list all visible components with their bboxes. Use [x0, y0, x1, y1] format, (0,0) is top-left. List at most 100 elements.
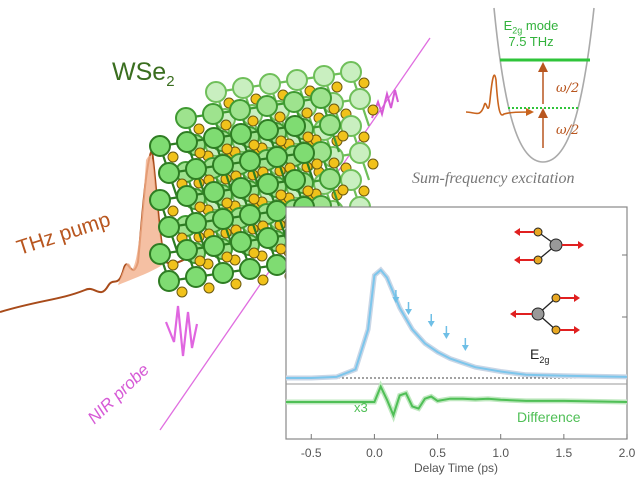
mode-frequency-label: 7.5 THz: [508, 34, 554, 49]
se-atom: [367, 104, 379, 116]
se-atom: [194, 147, 206, 159]
se-atom: [257, 274, 269, 286]
w-atom: [266, 146, 288, 168]
se-atom: [167, 151, 179, 163]
se-atom: [221, 197, 233, 209]
w-atom: [257, 119, 279, 141]
se-atom: [221, 143, 233, 155]
axis-ticks: [310, 254, 628, 439]
se-atom: [221, 251, 233, 263]
w-atom: [202, 103, 224, 125]
w-atom: [284, 115, 306, 137]
w-atom: [232, 77, 254, 99]
se-atom: [193, 123, 205, 135]
marker-arrowhead: [442, 333, 450, 339]
potential-parabola: [493, 7, 595, 163]
se-atom: [167, 205, 179, 217]
w-atom: [212, 208, 234, 230]
w-atom: [340, 169, 362, 191]
nir-pulse-lower: [164, 305, 199, 357]
se-atom: [275, 243, 287, 255]
w-atom: [149, 243, 171, 265]
material-label: WSe2: [112, 58, 175, 90]
x-axis-label: Delay Time (ps): [413, 461, 499, 475]
w-atom: [158, 216, 180, 238]
w-atom: [257, 227, 279, 249]
inset-thz-pulse: [465, 74, 533, 116]
transient-line: [286, 268, 628, 379]
w-atom: [158, 162, 180, 184]
half-frequency-lower: ω/2: [556, 123, 580, 138]
w-atom: [340, 115, 362, 137]
mode-sketch-label: E2g: [530, 346, 550, 365]
w-atom: [230, 123, 252, 145]
sum-frequency-caption: Sum-frequency excitation: [412, 170, 575, 187]
w-atom: [313, 65, 335, 87]
se-atom: [337, 130, 349, 142]
se-atom: [358, 131, 370, 143]
w-atom: [349, 88, 371, 110]
w-atom: [203, 181, 225, 203]
se-atom: [302, 131, 314, 143]
marker-arrowhead: [405, 309, 413, 315]
w-atom: [158, 270, 180, 292]
se-atom: [274, 111, 286, 123]
half-frequency-upper: ω/2: [556, 81, 580, 96]
w-atom: [293, 142, 315, 164]
se-atom: [275, 135, 287, 147]
w-atom: [185, 266, 207, 288]
w-atom: [185, 158, 207, 180]
w-atom: [283, 91, 305, 113]
se-atom: [358, 185, 370, 197]
w-atom: [257, 173, 279, 195]
inset-pulse-arrowhead: [526, 108, 534, 116]
se-atom: [247, 115, 259, 127]
se-atom: [328, 103, 340, 115]
w-atom: [239, 204, 261, 226]
w-atom: [256, 95, 278, 117]
w-atom: [229, 99, 251, 121]
difference-line: [286, 384, 628, 419]
energy-diagram: [465, 7, 595, 163]
se-atom: [230, 278, 242, 290]
se-atom: [167, 259, 179, 271]
w-atom: [212, 154, 234, 176]
w-atom: [203, 235, 225, 257]
se-atom: [358, 77, 370, 89]
arrow-upper-head: [538, 62, 548, 72]
se-atom: [248, 193, 260, 205]
w-atom: [205, 81, 227, 103]
w-atom: [239, 150, 261, 172]
w-atom: [176, 239, 198, 261]
w-atom: [284, 169, 306, 191]
w-atom: [176, 185, 198, 207]
se-atom: [194, 255, 206, 267]
se-atom: [311, 158, 323, 170]
x-tick-label: 0.5: [429, 446, 446, 460]
w-atom: [340, 61, 362, 83]
w-atom: [310, 87, 332, 109]
w-atom: [266, 200, 288, 222]
w-atom: [175, 107, 197, 129]
w-atom: [349, 142, 371, 164]
w-atom: [319, 168, 341, 190]
difference-label: Difference: [517, 409, 581, 425]
w-atom: [149, 135, 171, 157]
x-tick-label: 1.5: [555, 446, 573, 460]
arrow-lower-head: [538, 108, 548, 118]
se-atom: [331, 81, 343, 93]
marker-arrowhead: [392, 297, 400, 303]
x-tick-label: 1.0: [492, 446, 510, 460]
mode-name-label: E2g mode: [503, 18, 559, 36]
se-atom: [275, 189, 287, 201]
se-atom: [220, 119, 232, 131]
w-atom: [266, 254, 288, 276]
se-atom: [337, 184, 349, 196]
plot-series: [286, 266, 628, 423]
w-atom: [319, 114, 341, 136]
w-atom: [185, 212, 207, 234]
mode-sketch-top: [514, 227, 584, 265]
se-atom: [194, 201, 206, 213]
se-atom: [176, 286, 188, 298]
